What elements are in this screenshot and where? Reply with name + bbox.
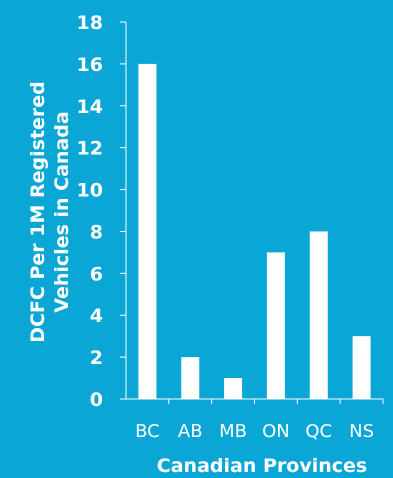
y-axis-title-line-2: Vehicles in Canada bbox=[51, 111, 73, 312]
x-tick-label-on: ON bbox=[262, 421, 290, 442]
bar-ab bbox=[181, 357, 200, 399]
bars bbox=[138, 63, 371, 400]
y-axis-title: DCFC Per 1M Registered Vehicles in Canad… bbox=[27, 81, 73, 343]
x-tick-label-ab: AB bbox=[178, 421, 203, 442]
y-tick-label: 4 bbox=[90, 305, 103, 327]
x-tick-label-qc: QC bbox=[305, 421, 332, 442]
y-tick-label: 16 bbox=[77, 54, 103, 76]
y-tick-label: 2 bbox=[90, 347, 103, 369]
y-tick-label: 14 bbox=[77, 96, 103, 118]
y-tick-label: 6 bbox=[90, 263, 103, 285]
y-tick-label: 8 bbox=[90, 221, 103, 243]
x-ticks: BC AB MB ON QC NS bbox=[135, 399, 384, 442]
x-tick-label-bc: BC bbox=[135, 421, 160, 442]
x-axis-title: Canadian Provinces bbox=[157, 455, 367, 477]
y-tick-label: 0 bbox=[90, 389, 103, 411]
y-tick-label: 18 bbox=[77, 12, 103, 34]
bar-on bbox=[266, 252, 285, 399]
y-tick-label: 10 bbox=[77, 180, 103, 202]
x-tick-label-ns: NS bbox=[349, 421, 374, 442]
bar-bc bbox=[138, 63, 157, 400]
y-ticks: 0 2 4 6 8 10 12 14 16 18 bbox=[77, 12, 126, 411]
x-tick-label-mb: MB bbox=[219, 421, 247, 442]
y-axis-title-line-1: DCFC Per 1M Registered bbox=[27, 81, 49, 343]
y-tick-label: 12 bbox=[77, 138, 103, 160]
bar-qc bbox=[309, 231, 328, 399]
bar-ns bbox=[352, 336, 371, 399]
bar-mb bbox=[224, 378, 243, 399]
